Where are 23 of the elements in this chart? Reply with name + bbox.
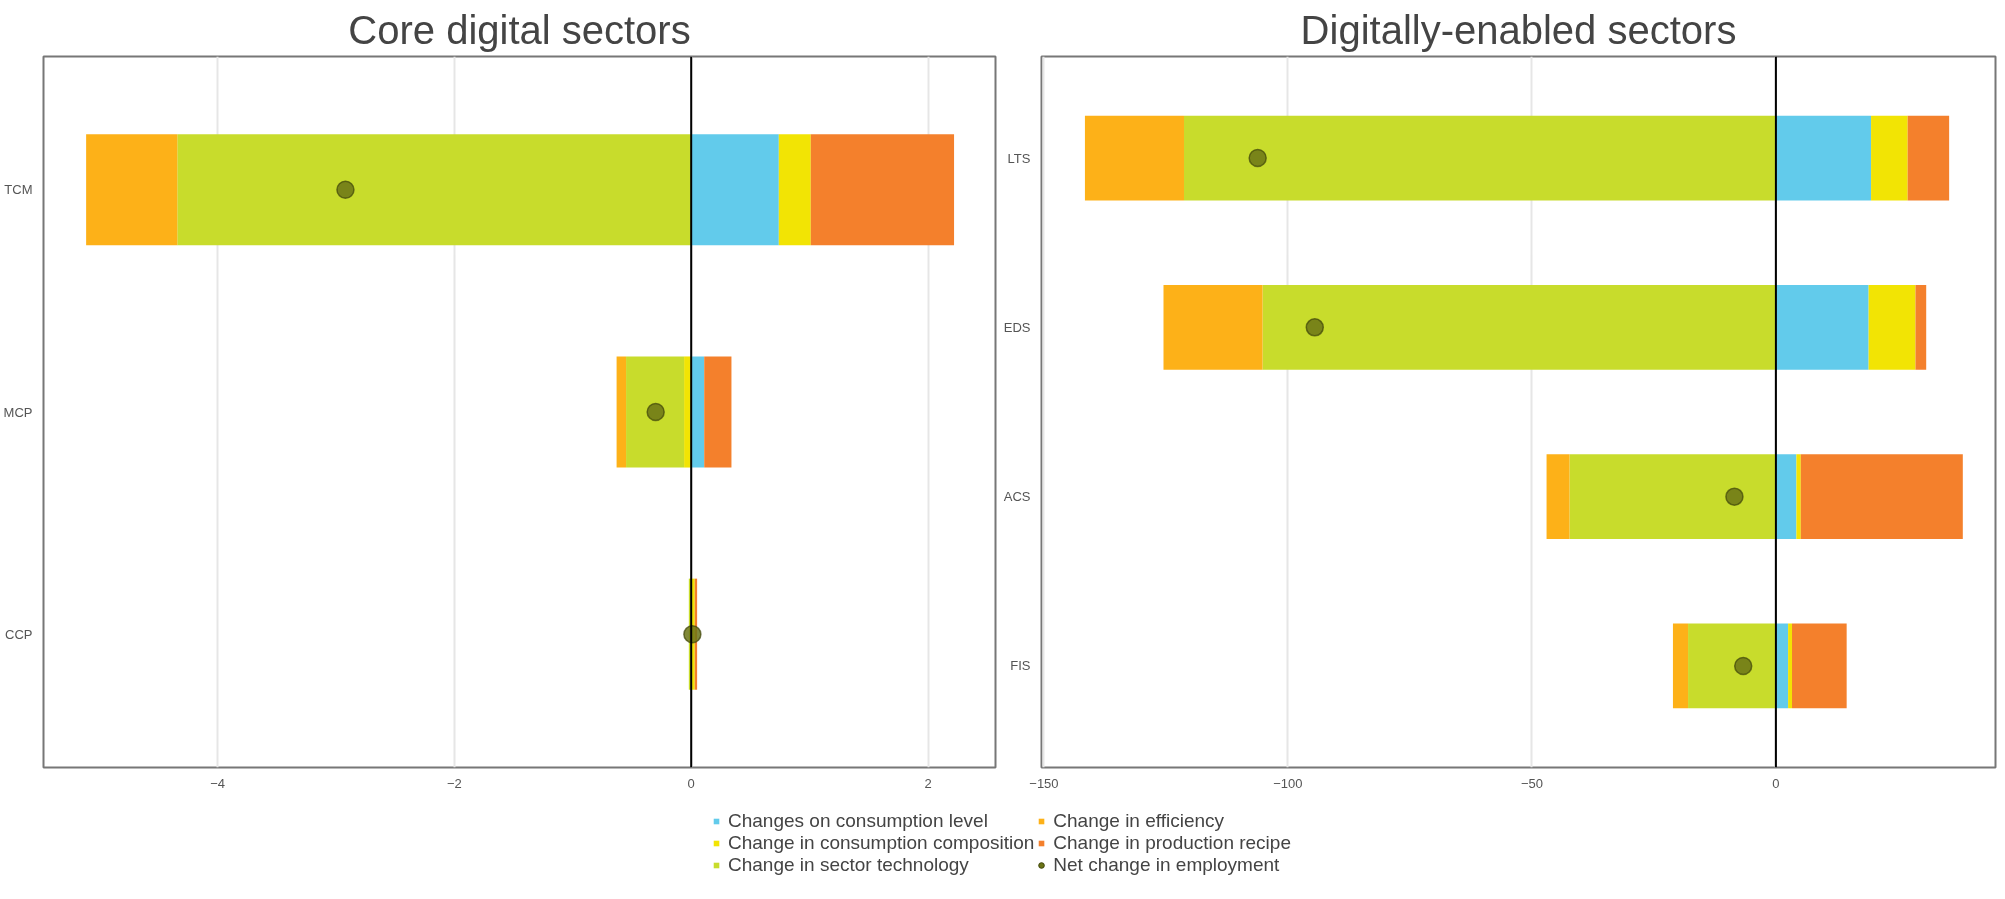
x-tick-label: 2: [924, 775, 932, 791]
y-tick-label: CCP: [5, 626, 33, 642]
legend-label: Change in sector technology: [728, 853, 969, 876]
legend-label: Net change in employment: [1053, 853, 1280, 876]
x-tick-label: −4: [210, 775, 225, 791]
y-tick-label: MCP: [3, 404, 33, 420]
y-tick-label: TCM: [4, 182, 33, 198]
x-tick-label: −50: [1520, 775, 1543, 791]
x-tick-label: −100: [1273, 775, 1303, 791]
chart-title: Core digital sectors: [348, 7, 691, 52]
legend-label: Changes on consumption level: [728, 809, 988, 832]
y-tick-label: LTS: [1007, 150, 1031, 166]
y-tick-label: FIS: [1010, 658, 1031, 674]
x-tick-label: −2: [446, 775, 462, 791]
x-tick-label: −150: [1029, 775, 1059, 791]
y-tick-label: EDS: [1003, 319, 1031, 335]
chart-title: Digitally-enabled sectors: [1300, 7, 1737, 52]
x-tick-label: 0: [1772, 775, 1780, 791]
legend-label: Change in production recipe: [1053, 831, 1291, 854]
legend-label: Change in efficiency: [1053, 809, 1225, 832]
legend-label: Change in consumption composition: [728, 831, 1035, 854]
x-tick-label: 0: [687, 775, 695, 791]
y-tick-label: ACS: [1003, 489, 1031, 505]
